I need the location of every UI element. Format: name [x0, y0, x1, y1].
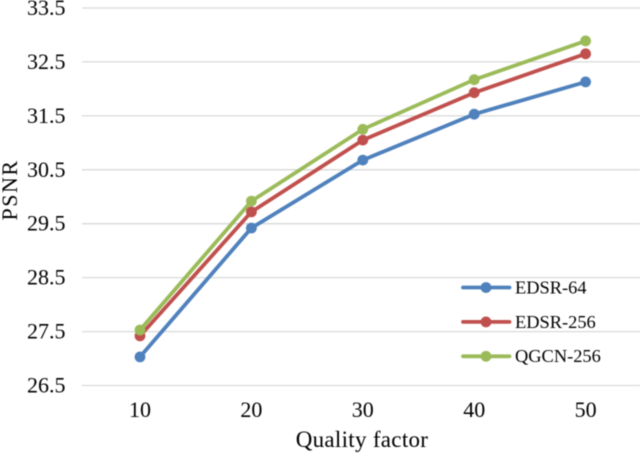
svg-text:27.5: 27.5	[27, 319, 66, 344]
svg-text:20: 20	[240, 397, 262, 422]
svg-text:31.5: 31.5	[27, 103, 66, 128]
svg-text:30.5: 30.5	[27, 157, 66, 182]
svg-text:26.5: 26.5	[27, 373, 66, 398]
svg-text:10: 10	[129, 397, 151, 422]
svg-text:40: 40	[463, 397, 485, 422]
svg-text:QGCN-256: QGCN-256	[515, 346, 601, 366]
svg-text:Quality factor: Quality factor	[296, 427, 429, 452]
svg-text:EDSR-256: EDSR-256	[515, 312, 596, 332]
svg-text:33.5: 33.5	[27, 0, 66, 20]
svg-text:30: 30	[352, 397, 374, 422]
svg-text:50: 50	[575, 397, 597, 422]
svg-text:32.5: 32.5	[27, 49, 66, 74]
svg-text:29.5: 29.5	[27, 211, 66, 236]
svg-text:28.5: 28.5	[27, 265, 66, 290]
svg-text:EDSR-64: EDSR-64	[515, 277, 587, 297]
svg-text:PSNR: PSNR	[0, 159, 22, 220]
